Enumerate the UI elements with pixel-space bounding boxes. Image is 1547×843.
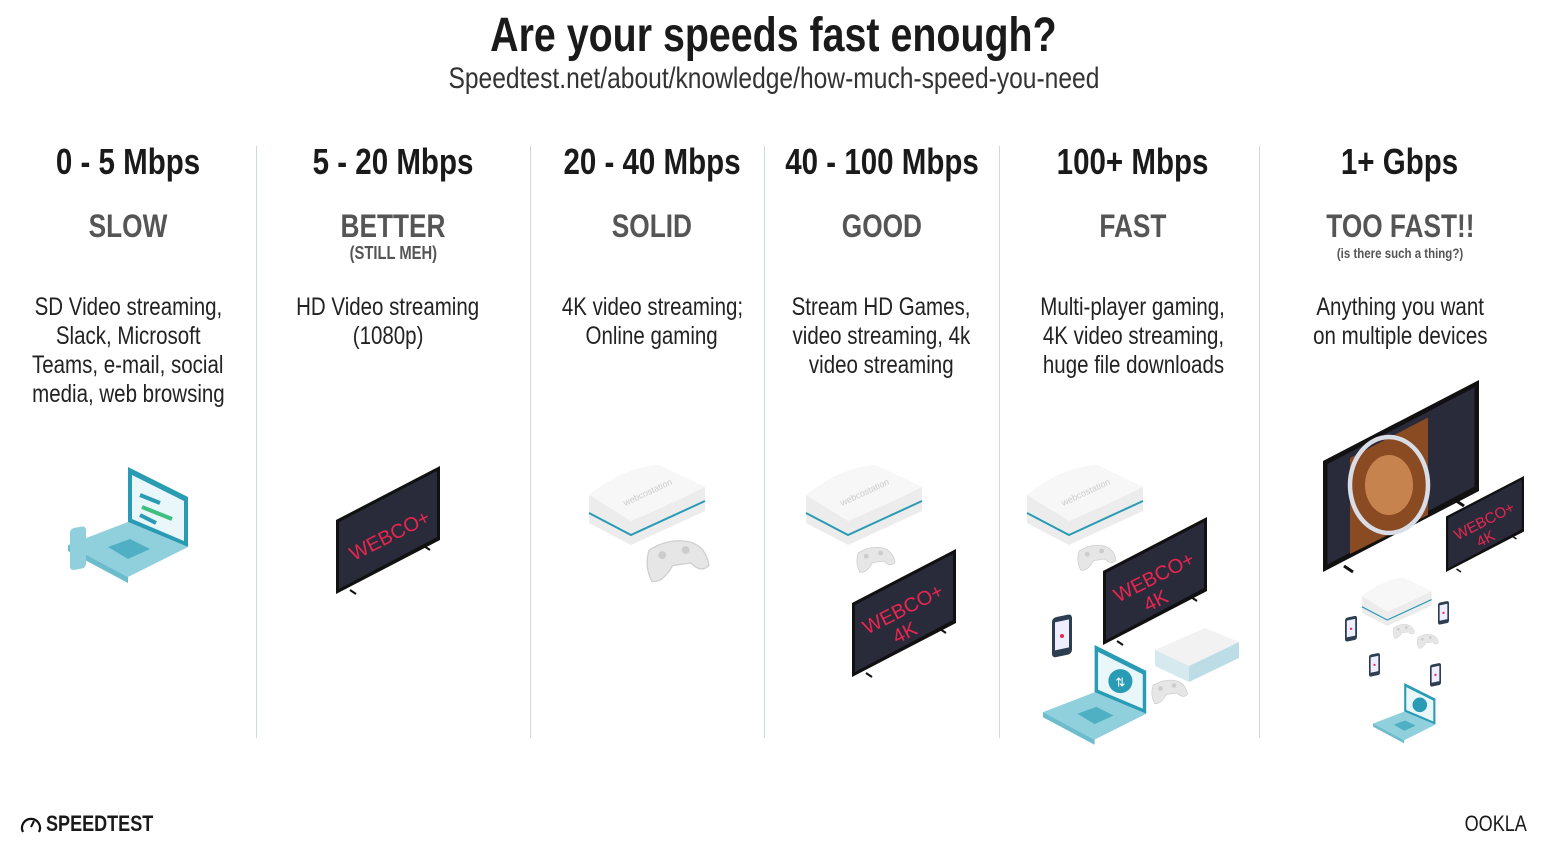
game-console-icon: webcostation: [805, 464, 923, 546]
page-title: Are your speeds fast enough?: [490, 9, 1057, 62]
tier-label: BETTER: [340, 208, 446, 244]
speedtest-logo: SPEEDTEST: [20, 811, 177, 837]
ookla-logo: OOKLA: [1464, 811, 1527, 836]
tier-description: Multi-player gaming, 4K video streaming,…: [1040, 293, 1226, 379]
tier-too-fast: 1+ Gbps TOO FAST!! (is there such a thin…: [1259, 138, 1541, 262]
tv-icon: WEBCO+: [335, 465, 441, 595]
controller-icon: [1151, 679, 1188, 705]
controller-icon: [856, 546, 896, 573]
column-divider: [530, 146, 531, 738]
svg-text:⇅: ⇅: [1115, 675, 1125, 689]
controller-icon: [1416, 634, 1439, 649]
svg-text:4K: 4K: [1474, 527, 1498, 550]
laptop-icon: ⇅: [1043, 645, 1147, 745]
tier-description: HD Video streaming (1080p): [296, 293, 480, 350]
phone-icon: [1345, 615, 1357, 642]
phone-icon: [1369, 652, 1380, 677]
tier-description: 4K video streaming; Online gaming: [561, 293, 743, 350]
laptop-icon: [68, 467, 188, 583]
tier-label: TOO FAST!!: [1325, 208, 1475, 244]
tier-description: Stream HD Games, video streaming, 4k vid…: [792, 293, 971, 379]
tier-better: 5 - 20 Mbps BETTER (STILL MEH): [256, 138, 530, 262]
game-console-icon: [1361, 577, 1433, 627]
column-divider: [764, 146, 765, 738]
tv-4k-icon: WEBCO+ 4K: [1102, 516, 1208, 646]
tier-note: (is there such a thing?): [1336, 245, 1464, 261]
tier-label: FAST: [1099, 208, 1167, 244]
tier-label: SOLID: [611, 208, 693, 244]
game-console-icon: webcostation: [1026, 464, 1144, 546]
column-divider: [256, 146, 257, 738]
column-divider: [999, 146, 1000, 738]
gauge-icon: [20, 817, 42, 833]
speed-range: 5 - 20 Mbps: [312, 141, 474, 182]
tier-slow: 0 - 5 Mbps SLOW: [0, 138, 256, 244]
game-console-icon: [1155, 628, 1239, 682]
tier-solid: 20 - 40 Mbps SOLID: [530, 138, 774, 244]
controller-icon: [1392, 624, 1415, 639]
phone-icon: [1430, 662, 1441, 687]
tier-note: (STILL MEH): [349, 243, 437, 263]
phone-icon: [1438, 600, 1449, 625]
controller-icon: [646, 540, 710, 583]
speed-range: 20 - 40 Mbps: [563, 141, 741, 182]
speed-range: 0 - 5 Mbps: [55, 141, 201, 182]
laptop-icon: [1373, 683, 1436, 744]
controller-icon: [1077, 544, 1117, 571]
tier-description: SD Video streaming, Slack, Microsoft Tea…: [31, 293, 225, 408]
tier-description: Anything you want on multiple devices: [1312, 293, 1488, 350]
tier-label: SLOW: [88, 208, 168, 244]
speed-range: 1+ Gbps: [1341, 141, 1459, 182]
tier-fast: 100+ Mbps FAST: [999, 138, 1267, 244]
source-url: Speedtest.net/about/knowledge/how-much-s…: [448, 62, 1099, 95]
speed-range: 100+ Mbps: [1057, 141, 1209, 182]
tier-good: 40 - 100 Mbps GOOD: [764, 138, 999, 244]
game-console-icon: webcostation: [588, 464, 706, 546]
phone-icon: [1052, 613, 1072, 658]
tier-label: GOOD: [841, 208, 922, 244]
big-tv-icon: [1321, 378, 1481, 574]
speed-range: 40 - 100 Mbps: [785, 141, 979, 182]
column-divider: [1259, 146, 1260, 738]
